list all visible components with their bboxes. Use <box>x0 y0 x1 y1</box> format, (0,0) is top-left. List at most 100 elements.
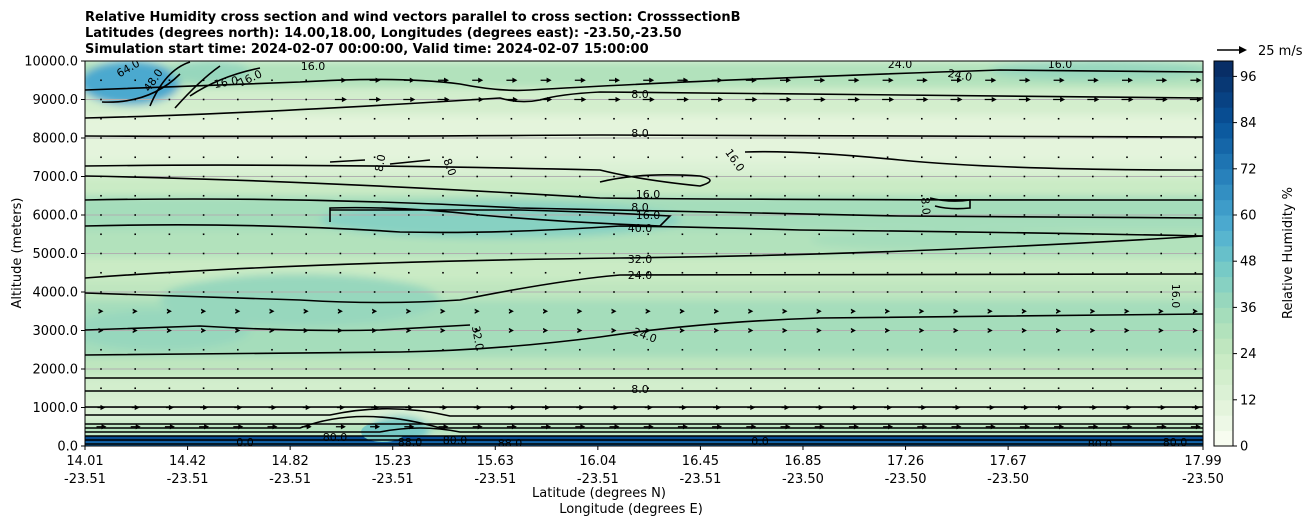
wind-vector <box>130 424 141 430</box>
wind-vector <box>202 233 205 236</box>
wind-vector <box>438 77 449 83</box>
wind-vector <box>816 308 822 314</box>
wind-vector <box>1023 194 1026 197</box>
wind-vector <box>1155 96 1168 103</box>
wind-vector <box>305 233 307 236</box>
wind-vector <box>339 348 342 351</box>
wind-vector <box>134 291 136 293</box>
wind-vector <box>918 404 927 411</box>
wind-vector <box>818 348 820 351</box>
wind-vector <box>886 194 889 197</box>
contour-line <box>85 224 1203 237</box>
colorbar-segment <box>1214 76 1233 93</box>
wind-vector <box>100 79 102 82</box>
wind-vector <box>336 404 345 411</box>
wind-vector <box>408 137 410 139</box>
wind-vector <box>715 271 718 274</box>
wind-vector <box>1160 137 1162 139</box>
wind-vector <box>750 271 752 274</box>
wind-vector <box>1023 117 1026 120</box>
wind-vector <box>1160 252 1162 255</box>
x-tick-label-longitude: -23.50 <box>1182 472 1224 487</box>
wind-vector <box>372 327 378 334</box>
wind-vector <box>335 424 346 430</box>
colorbar-segment <box>1214 245 1233 262</box>
wind-vector <box>784 368 786 370</box>
wind-vector <box>440 327 446 334</box>
wind-vector <box>201 308 207 314</box>
x-tick-label-longitude: -23.51 <box>679 472 721 487</box>
x-axis-label-latitude: Latitude (degrees N) <box>532 486 666 501</box>
wind-vector <box>373 233 376 236</box>
colorbar-segment <box>1214 168 1233 185</box>
contour-line <box>149 61 191 107</box>
wind-vector <box>784 175 786 178</box>
wind-vector <box>955 156 957 159</box>
wind-vector <box>98 308 104 314</box>
x-tick-label-latitude: 16.45 <box>682 454 719 469</box>
wind-vector <box>1160 175 1162 178</box>
colorbar-label: Relative Humidity % <box>1281 187 1296 319</box>
wind-vector <box>166 308 172 314</box>
wind-vector <box>613 291 615 293</box>
y-axis-label: Altitude (meters) <box>10 198 25 309</box>
wind-vector <box>919 308 925 314</box>
humidity-band <box>85 161 1203 177</box>
wind-vector <box>339 156 342 159</box>
wind-vector <box>1092 156 1094 159</box>
humidity-patch <box>170 61 250 84</box>
wind-vector <box>510 271 513 274</box>
wind-vector <box>989 156 991 159</box>
contour-line <box>85 235 1203 279</box>
wind-vector <box>339 194 342 197</box>
wind-vector <box>1057 117 1060 120</box>
wind-vector <box>202 137 205 139</box>
wind-vector <box>818 387 820 390</box>
x-axis-label-longitude: Longitude (degrees E) <box>559 502 703 517</box>
wind-vector <box>544 252 547 255</box>
wind-vector <box>305 252 307 255</box>
wind-vector <box>715 137 718 139</box>
wind-vector <box>202 291 205 293</box>
wind-vector <box>986 404 995 411</box>
wind-vector <box>408 368 410 370</box>
colorbar-segment <box>1214 399 1233 416</box>
wind-vector <box>1019 77 1031 83</box>
colorbar-segment <box>1214 91 1233 108</box>
wind-vector <box>134 137 136 139</box>
wind-vector <box>202 98 205 101</box>
wind-vector <box>712 424 723 430</box>
wind-vector <box>1023 214 1026 216</box>
wind-vector <box>750 194 752 197</box>
colorbar-segment <box>1214 322 1233 339</box>
wind-vector <box>955 291 957 293</box>
wind-vector <box>1057 271 1060 274</box>
wind-vector <box>1023 387 1026 390</box>
wind-vector <box>100 156 102 159</box>
wind-vector <box>748 327 754 334</box>
wind-vector <box>1126 271 1128 274</box>
wind-vector <box>442 156 444 159</box>
wind-vector <box>715 117 718 120</box>
colorbar-segment <box>1214 384 1233 401</box>
wind-vector <box>541 424 552 430</box>
colorbar-segment <box>1214 338 1233 355</box>
wind-vector <box>955 194 957 197</box>
humidity-band <box>85 422 1203 437</box>
contour-label: 80.0 <box>323 431 348 444</box>
wind-vector <box>681 137 684 139</box>
wind-vector <box>1054 424 1065 430</box>
wind-vector <box>1092 137 1094 139</box>
wind-vector <box>237 348 239 351</box>
wind-vector <box>886 175 889 178</box>
wind-vector <box>1191 404 1200 411</box>
wind-vector <box>1126 175 1128 178</box>
wind-vector <box>373 368 376 370</box>
wind-vector <box>237 117 239 120</box>
contour-label: 16.0 <box>1048 58 1073 71</box>
wind-vector <box>886 348 889 351</box>
wind-vector <box>305 348 307 351</box>
wind-vector <box>1087 96 1100 103</box>
wind-vector <box>647 214 649 216</box>
